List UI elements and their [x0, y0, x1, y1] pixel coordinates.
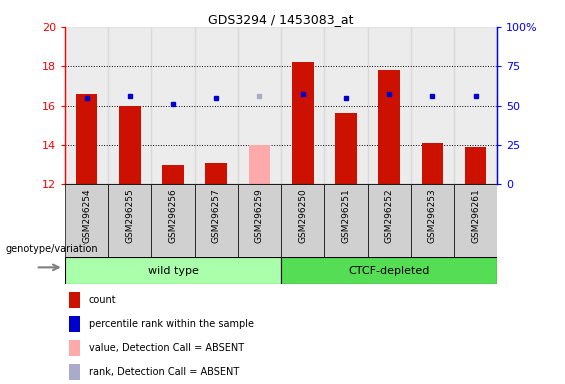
Bar [76, 94, 97, 184]
Text: count: count [89, 295, 116, 305]
Text: GSM296254: GSM296254 [82, 188, 91, 243]
Bar [151, 184, 194, 257]
Bar [281, 257, 497, 284]
Bar [206, 163, 227, 184]
Bar [454, 27, 497, 184]
Bar [465, 147, 486, 184]
Bar [367, 184, 411, 257]
Bar [65, 257, 281, 284]
Bar [69, 340, 80, 356]
Bar [367, 27, 411, 184]
Bar [65, 27, 108, 184]
Bar [411, 184, 454, 257]
Text: GSM296256: GSM296256 [168, 188, 177, 243]
Text: GSM296252: GSM296252 [385, 188, 394, 243]
Bar [281, 184, 324, 257]
Bar [454, 184, 497, 257]
Text: CTCF-depleted: CTCF-depleted [349, 266, 430, 276]
Text: GSM296261: GSM296261 [471, 188, 480, 243]
Text: value, Detection Call = ABSENT: value, Detection Call = ABSENT [89, 343, 244, 353]
Bar [151, 27, 194, 184]
Bar [379, 70, 400, 184]
Bar [108, 184, 151, 257]
Text: GSM296250: GSM296250 [298, 188, 307, 243]
Bar [324, 27, 368, 184]
Bar [119, 106, 141, 184]
Text: genotype/variation: genotype/variation [6, 244, 98, 254]
Text: percentile rank within the sample: percentile rank within the sample [89, 319, 254, 329]
Bar [69, 364, 80, 380]
Bar [335, 114, 357, 184]
Bar [108, 27, 151, 184]
Text: rank, Detection Call = ABSENT: rank, Detection Call = ABSENT [89, 367, 239, 377]
Title: GDS3294 / 1453083_at: GDS3294 / 1453083_at [208, 13, 354, 26]
Bar [69, 292, 80, 308]
Bar [411, 27, 454, 184]
Bar [238, 184, 281, 257]
Bar [281, 27, 324, 184]
Text: GSM296251: GSM296251 [341, 188, 350, 243]
Bar [65, 184, 108, 257]
Bar [421, 143, 443, 184]
Bar [194, 184, 238, 257]
Text: GSM296253: GSM296253 [428, 188, 437, 243]
Text: GSM296255: GSM296255 [125, 188, 134, 243]
Bar [292, 62, 314, 184]
Bar [324, 184, 368, 257]
Bar [162, 165, 184, 184]
Text: GSM296259: GSM296259 [255, 188, 264, 243]
Bar [249, 145, 270, 184]
Text: wild type: wild type [147, 266, 198, 276]
Text: GSM296257: GSM296257 [212, 188, 221, 243]
Bar [69, 316, 80, 332]
Bar [238, 27, 281, 184]
Bar [194, 27, 238, 184]
